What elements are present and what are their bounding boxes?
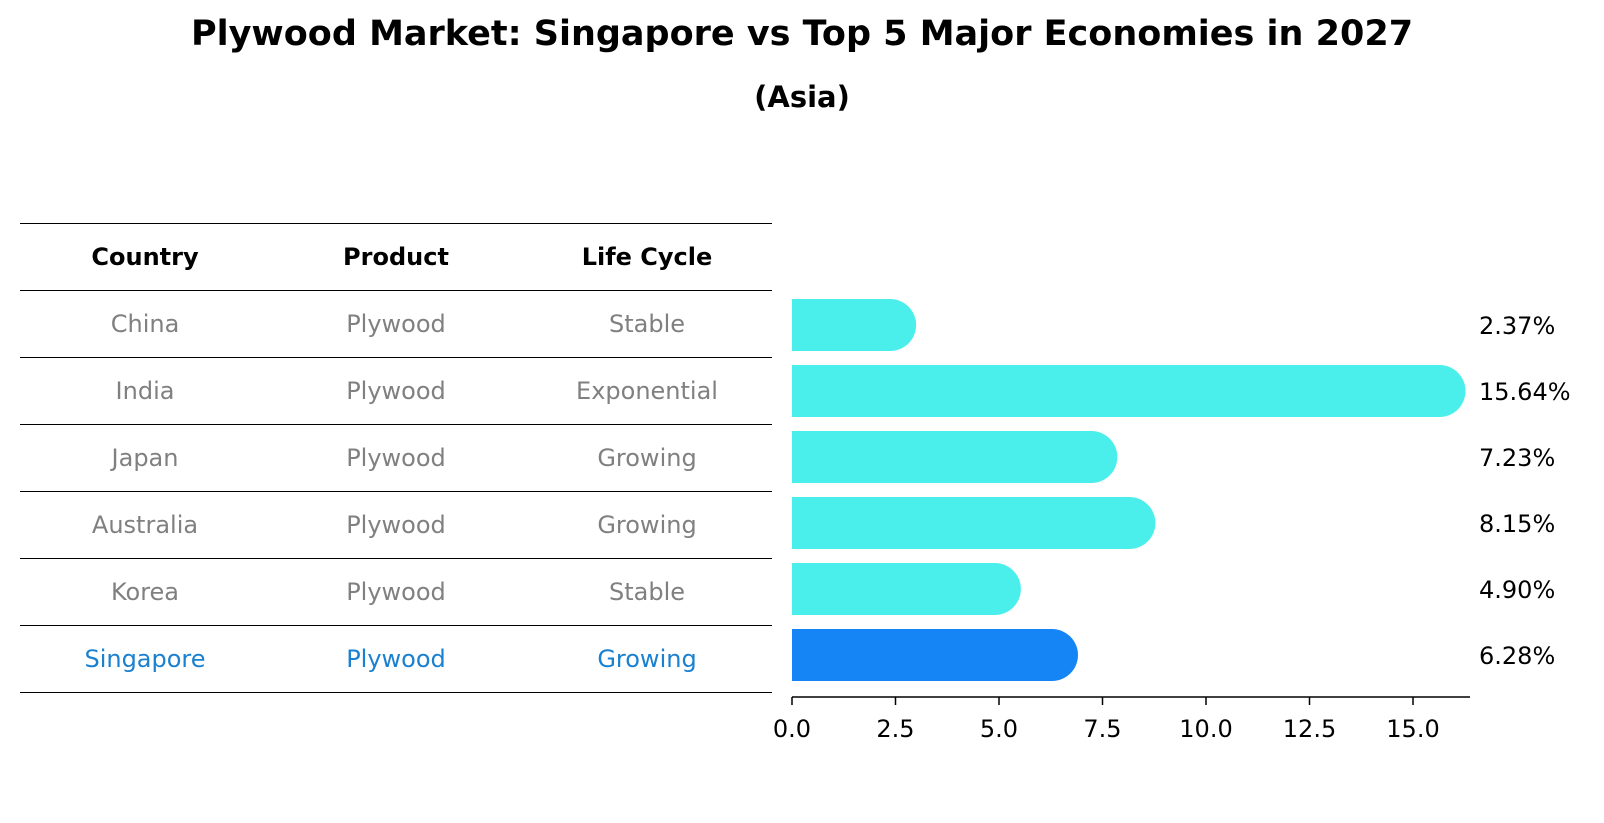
data-label-australia: 8.15% [1479,510,1555,538]
cell-country: Japan [111,444,179,472]
bar-china [792,299,917,351]
chart-title: Plywood Market: Singapore vs Top 5 Major… [190,14,1414,54]
cell-country: Singapore [84,645,206,673]
header-product: Product [343,243,449,271]
x-tick-label: 7.5 [1083,715,1121,743]
cell-country: Australia [91,511,199,539]
cell-country: Korea [110,578,180,606]
cell-product: Plywood [346,578,446,606]
bar-japan [792,431,1118,483]
header-life-cycle: Life Cycle [581,243,713,271]
cell-life-cycle: Growing [597,444,697,472]
x-tick-label: 12.5 [1283,715,1336,743]
cell-product: Plywood [346,645,446,673]
bar-korea [792,563,1021,615]
x-tick-label: 0.0 [773,715,811,743]
chart-subtitle: (Asia) [754,80,850,114]
bar-india [792,365,1466,417]
table-row-highlight: Singapore Plywood Growing [20,625,772,693]
data-label-china: 2.37% [1479,312,1555,340]
header-country: Country [91,243,199,271]
cell-product: Plywood [346,444,446,472]
cell-life-cycle: Stable [608,310,686,338]
cell-country: China [110,310,180,338]
data-label-singapore: 6.28% [1479,642,1555,670]
cell-country: India [115,377,175,405]
x-tick-label: 15.0 [1386,715,1439,743]
x-tick-label: 5.0 [980,715,1018,743]
x-tick-label: 2.5 [876,715,914,743]
cell-life-cycle: Exponential [576,377,718,405]
cell-life-cycle: Growing [597,645,697,673]
bar-singapore [792,629,1078,681]
table-row: India Plywood Exponential [20,357,772,424]
data-label-japan: 7.23% [1479,444,1555,472]
table-header-row: Country Product Life Cycle [20,223,772,290]
data-label-india: 15.64% [1479,378,1571,406]
cell-life-cycle: Growing [597,511,697,539]
cell-product: Plywood [346,511,446,539]
table-row: Japan Plywood Growing [20,424,772,491]
table-row: China Plywood Stable [20,290,772,357]
market-table: Country Product Life Cycle China Plywood… [20,223,772,693]
table-row: Australia Plywood Growing [20,491,772,558]
cell-product: Plywood [346,310,446,338]
cell-product: Plywood [346,377,446,405]
x-tick-label: 10.0 [1179,715,1232,743]
table-row: Korea Plywood Stable [20,558,772,625]
data-label-korea: 4.90% [1479,576,1555,604]
bar-australia [792,497,1156,549]
cell-life-cycle: Stable [608,578,686,606]
